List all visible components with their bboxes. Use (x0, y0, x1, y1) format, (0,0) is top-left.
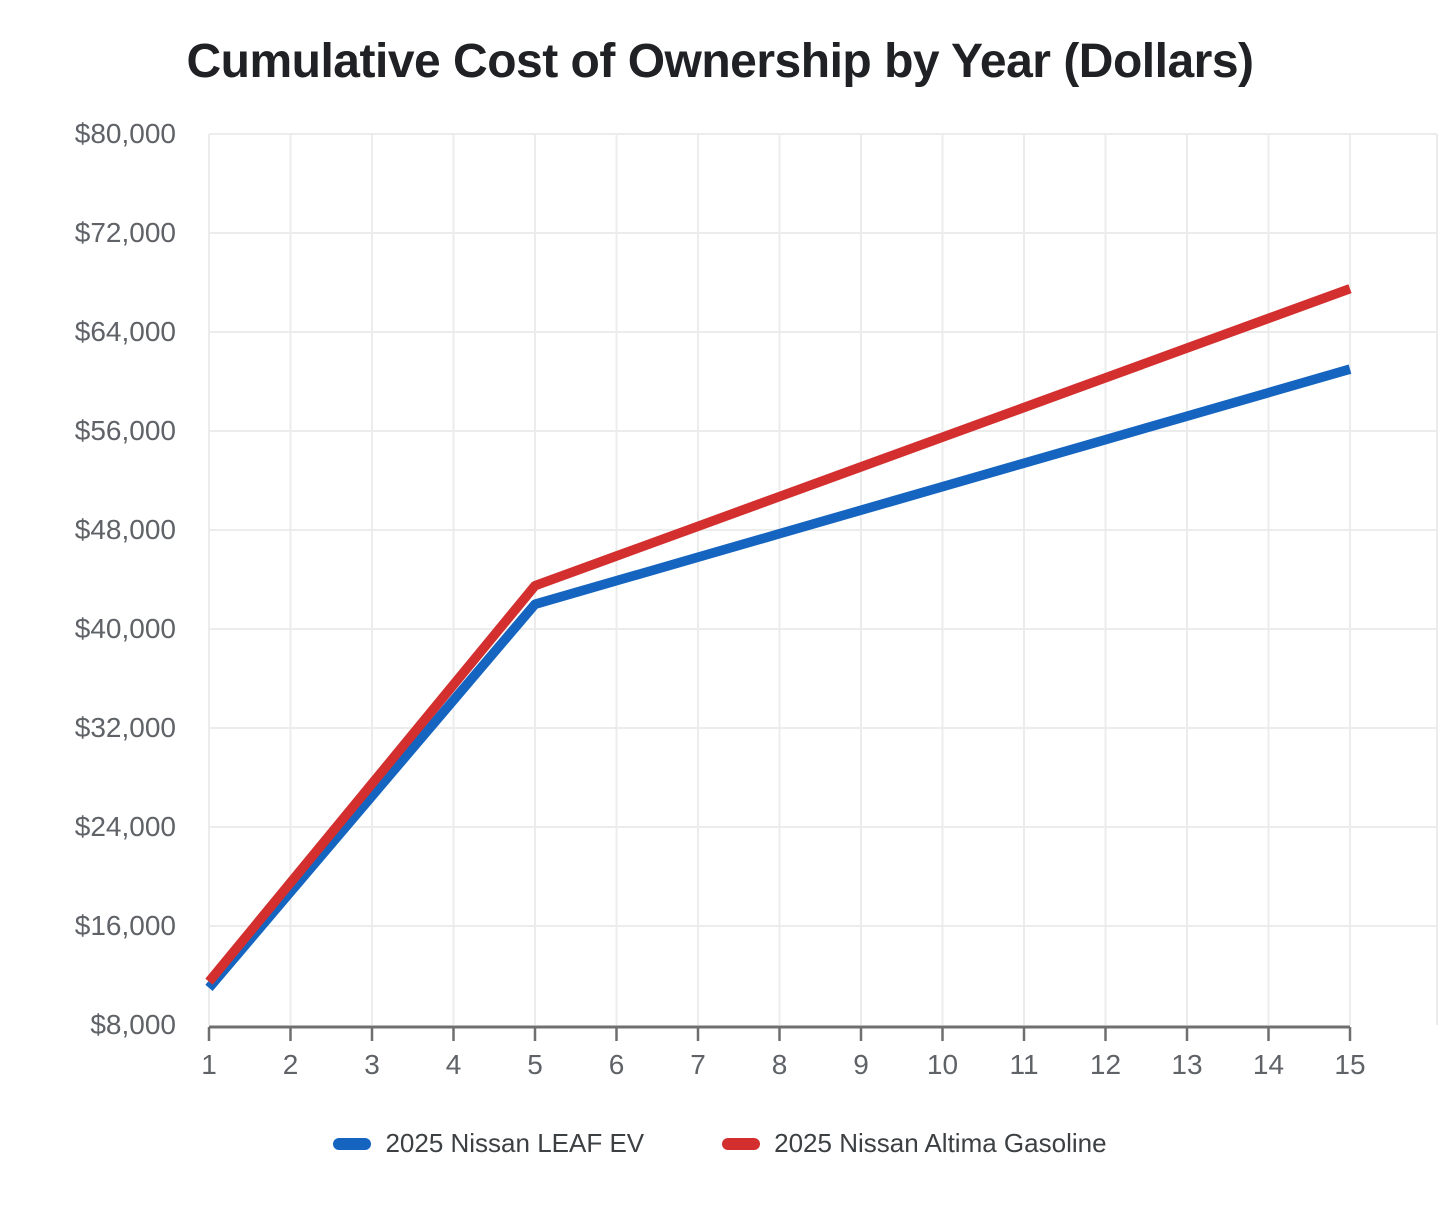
x-tick-label: 15 (1334, 1049, 1365, 1080)
legend-swatch-2025-nissan-altima-gasoline (722, 1137, 761, 1150)
line-2025-nissan-altima-gasoline (205, 284, 1352, 985)
legend-swatch-2025-nissan-leaf-ev (333, 1137, 372, 1150)
legend-label: 2025 Nissan Altima Gasoline (774, 1128, 1107, 1158)
x-tick-label: 10 (927, 1049, 958, 1080)
x-tick-label: 2 (283, 1049, 299, 1080)
y-tick-label: $8,000 (90, 1009, 176, 1040)
legend-item-2025-nissan-leaf-ev: 2025 Nissan LEAF EV (333, 1128, 644, 1159)
x-tick-label: 11 (1009, 1049, 1038, 1080)
y-tick-label: $80,000 (75, 118, 176, 149)
legend-item-2025-nissan-altima-gasoline: 2025 Nissan Altima Gasoline (722, 1128, 1107, 1159)
y-tick-label: $48,000 (75, 514, 176, 545)
legend-label: 2025 Nissan LEAF EV (385, 1128, 645, 1158)
y-tick-label: $64,000 (75, 316, 176, 347)
y-tick-label: $16,000 (75, 910, 176, 941)
gridlines (208, 133, 1438, 1025)
x-tick-label: 14 (1253, 1049, 1284, 1080)
x-axis (207, 1025, 1352, 1041)
y-tick-label: $56,000 (75, 415, 176, 446)
chart-legend: 2025 Nissan LEAF EV 2025 Nissan Altima Ga… (0, 1128, 1440, 1159)
x-tick-label: 7 (690, 1049, 706, 1080)
y-tick-label: $24,000 (75, 811, 176, 842)
x-tick-label: 13 (1171, 1049, 1202, 1080)
chart-title: Cumulative Cost of Ownership by Year (Do… (186, 35, 1254, 88)
y-tick-label: $32,000 (75, 712, 176, 743)
x-tick-label: 3 (364, 1049, 380, 1080)
y-tick-label: $40,000 (75, 613, 176, 644)
x-tick-label: 6 (609, 1049, 625, 1080)
x-tick-label: 8 (772, 1049, 788, 1080)
x-tick-labels: 1 2 3 4 5 6 7 8 9 10 11 12 13 14 15 (201, 1049, 1365, 1080)
y-tick-labels: $8,000 $16,000 $24,000 $32,000 $40,000 $48,00… (75, 118, 176, 1040)
y-tick-label: $72,000 (75, 217, 176, 248)
line-2025-nissan-leaf-ev (205, 364, 1352, 991)
x-tick-label: 9 (853, 1049, 869, 1080)
x-tick-label: 4 (446, 1049, 462, 1080)
x-tick-label: 1 (201, 1049, 217, 1080)
x-tick-label: 5 (527, 1049, 543, 1080)
x-tick-label: 12 (1090, 1049, 1121, 1080)
